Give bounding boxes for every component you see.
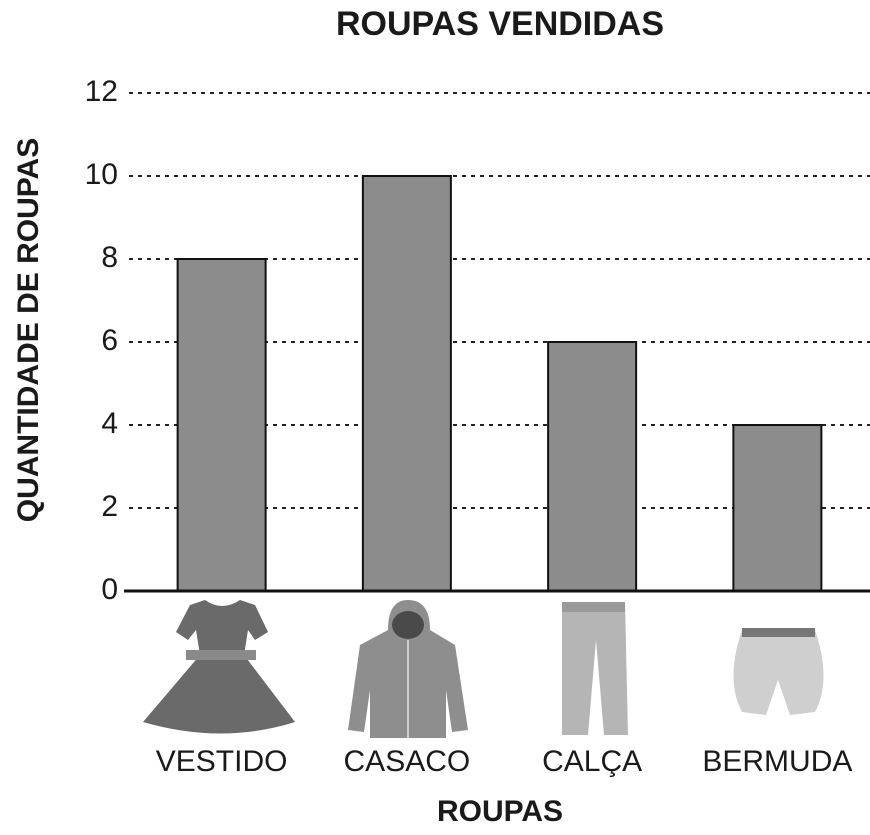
y-tick-label: 12 <box>85 75 118 108</box>
shorts-icon <box>734 628 824 715</box>
x-tick-label: CASACO <box>344 745 471 778</box>
x-tick-label: BERMUDA <box>702 745 852 778</box>
jacket-icon <box>348 600 468 738</box>
dress-icon <box>143 600 295 734</box>
bar <box>548 342 636 591</box>
chart: ROUPAS VENDIDAS QUANTIDADE DE ROUPAS ROU… <box>0 0 870 830</box>
x-tick-label: VESTIDO <box>156 745 288 778</box>
bar <box>363 176 451 591</box>
bar <box>178 259 266 591</box>
bar <box>733 425 821 591</box>
x-tick-label: CALÇA <box>542 745 642 778</box>
y-tick-label: 2 <box>101 490 118 523</box>
y-tick-label: 0 <box>101 573 118 606</box>
x-axis-label: ROUPAS <box>437 795 563 828</box>
y-tick-label: 8 <box>101 241 118 274</box>
y-axis-label: QUANTIDADE DE ROUPAS <box>12 138 45 522</box>
y-tick-label: 4 <box>101 407 118 440</box>
pants-icon <box>562 602 628 735</box>
y-tick-label: 6 <box>101 324 118 357</box>
y-tick-label: 10 <box>85 158 118 191</box>
chart-title: ROUPAS VENDIDAS <box>336 5 664 43</box>
